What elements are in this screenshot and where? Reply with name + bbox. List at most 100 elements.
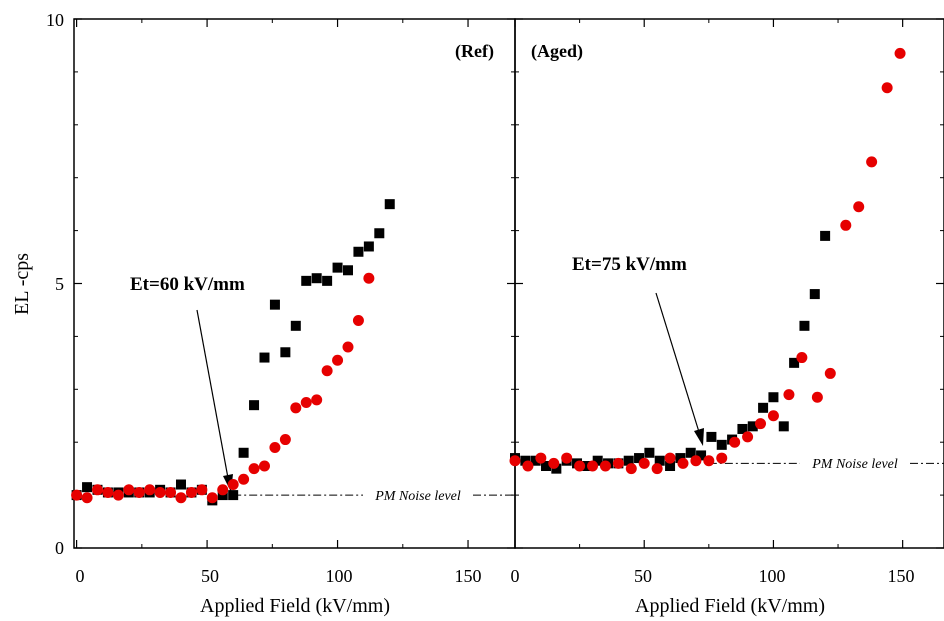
circle-marker bbox=[332, 354, 344, 366]
square-marker bbox=[363, 241, 374, 252]
circle-marker bbox=[522, 460, 534, 472]
circle-marker bbox=[599, 460, 611, 472]
circle-marker bbox=[690, 455, 702, 467]
circle-marker bbox=[279, 434, 291, 446]
circle-marker bbox=[574, 460, 586, 472]
circle-marker bbox=[91, 484, 103, 496]
ref-data-points bbox=[71, 199, 395, 506]
circle-marker bbox=[321, 365, 333, 377]
circle-marker bbox=[154, 486, 166, 498]
square-marker bbox=[551, 463, 562, 474]
x-tick-label: 100 bbox=[759, 566, 786, 586]
square-marker bbox=[685, 447, 696, 458]
square-marker bbox=[820, 230, 831, 241]
aged-noise-label: PM Noise level bbox=[811, 457, 898, 472]
square-marker bbox=[249, 400, 260, 411]
circle-marker bbox=[175, 492, 187, 504]
aged-threshold-arrow bbox=[655, 292, 700, 433]
ref-threshold-label: Et=60 kV/mm bbox=[130, 274, 245, 295]
circle-marker bbox=[352, 315, 364, 327]
circle-marker bbox=[300, 397, 312, 409]
circle-marker bbox=[638, 457, 650, 469]
square-marker bbox=[675, 453, 686, 464]
x-tick-label: 100 bbox=[326, 566, 353, 586]
circle-marker bbox=[767, 410, 779, 422]
circle-marker bbox=[165, 486, 177, 498]
y-tick-label: 10 bbox=[46, 10, 64, 30]
circle-marker bbox=[123, 484, 135, 496]
circle-marker bbox=[853, 201, 865, 213]
circle-marker bbox=[651, 463, 663, 475]
square-marker bbox=[541, 461, 552, 472]
circle-marker bbox=[811, 391, 823, 403]
square-marker bbox=[654, 455, 665, 466]
circle-marker bbox=[677, 457, 689, 469]
circle-marker bbox=[217, 484, 229, 496]
x-tick-label: 50 bbox=[634, 566, 652, 586]
aged-panel-tag: (Aged) bbox=[531, 41, 583, 62]
square-marker bbox=[809, 289, 820, 300]
circle-marker bbox=[206, 492, 218, 504]
x-tick-label: 150 bbox=[455, 566, 482, 586]
circle-marker bbox=[238, 473, 250, 485]
circle-marker bbox=[796, 352, 808, 364]
circle-marker bbox=[112, 489, 124, 501]
square-marker bbox=[280, 347, 291, 358]
square-marker bbox=[290, 320, 301, 331]
aged-data-points bbox=[509, 47, 906, 475]
circle-marker bbox=[133, 486, 145, 498]
y-axis-title: EL -cps bbox=[11, 253, 33, 315]
circle-marker bbox=[783, 389, 795, 401]
circle-marker bbox=[535, 452, 547, 464]
square-marker bbox=[520, 455, 531, 466]
circle-marker bbox=[185, 486, 197, 498]
ref-threshold-arrow bbox=[196, 309, 229, 479]
square-marker bbox=[634, 453, 645, 464]
ref-x-axis-title: Applied Field (kV/mm) bbox=[200, 595, 390, 617]
circle-marker bbox=[248, 463, 260, 475]
circle-marker bbox=[755, 418, 767, 430]
aged-threshold-arrowhead bbox=[694, 428, 704, 446]
circle-marker bbox=[81, 492, 93, 504]
y-tick-label: 5 bbox=[55, 274, 64, 294]
square-marker bbox=[706, 431, 717, 442]
square-marker bbox=[311, 273, 322, 284]
square-marker bbox=[374, 228, 385, 239]
square-marker bbox=[644, 447, 655, 458]
square-marker bbox=[238, 447, 249, 458]
aged-panel: 0 50 100 150 Applied Field (kV/mm) (Aged… bbox=[509, 18, 944, 617]
square-marker bbox=[259, 352, 270, 363]
square-marker bbox=[778, 421, 789, 432]
square-marker bbox=[768, 392, 779, 403]
circle-marker bbox=[612, 457, 624, 469]
x-tick-label: 0 bbox=[76, 566, 85, 586]
circle-marker bbox=[363, 272, 375, 284]
circle-marker bbox=[548, 457, 560, 469]
y-tick-label: 0 bbox=[55, 538, 64, 558]
circle-marker bbox=[311, 394, 323, 406]
square-marker bbox=[665, 461, 676, 472]
square-marker bbox=[175, 479, 186, 490]
circle-marker bbox=[561, 452, 573, 464]
x-tick-label: 50 bbox=[201, 566, 219, 586]
square-marker bbox=[82, 482, 93, 493]
aged-x-axis-title: Applied Field (kV/mm) bbox=[635, 595, 825, 617]
square-marker bbox=[342, 265, 353, 276]
circle-marker bbox=[258, 460, 270, 472]
circle-marker bbox=[716, 452, 728, 464]
circle-marker bbox=[742, 431, 754, 443]
square-marker bbox=[623, 455, 634, 466]
ref-noise-label: PM Noise level bbox=[374, 489, 461, 504]
circle-marker bbox=[866, 156, 878, 168]
x-tick-label: 150 bbox=[888, 566, 915, 586]
square-marker bbox=[384, 199, 395, 210]
circle-marker bbox=[102, 486, 114, 498]
circle-marker bbox=[664, 452, 676, 464]
square-marker bbox=[789, 357, 800, 368]
circle-marker bbox=[894, 47, 906, 59]
circle-marker bbox=[729, 436, 741, 448]
circle-marker bbox=[509, 455, 521, 467]
circle-marker bbox=[840, 219, 852, 231]
circle-marker bbox=[824, 367, 836, 379]
